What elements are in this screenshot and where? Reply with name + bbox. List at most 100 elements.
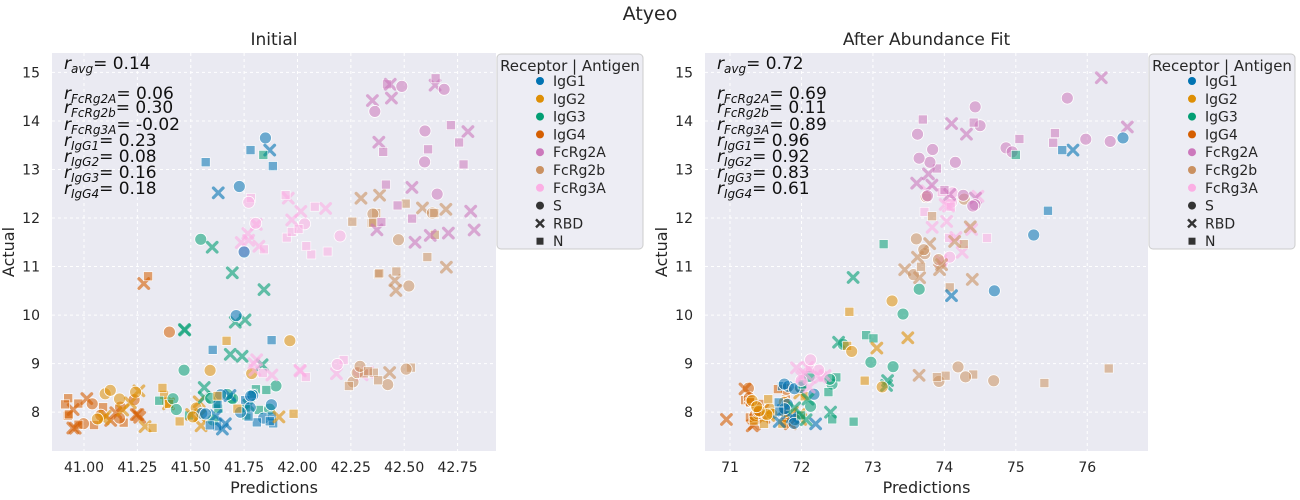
data-point bbox=[248, 363, 262, 377]
legend-item: FcRg3A bbox=[1205, 181, 1258, 197]
data-point bbox=[281, 232, 292, 243]
data-point bbox=[790, 361, 803, 375]
y-axis-label: Actual bbox=[652, 227, 671, 277]
data-point bbox=[965, 273, 979, 286]
data-point bbox=[951, 360, 965, 374]
data-point bbox=[963, 220, 977, 234]
data-point bbox=[223, 389, 237, 402]
data-point bbox=[870, 341, 884, 355]
legend-marker bbox=[536, 148, 544, 157]
data-point bbox=[237, 245, 251, 259]
x-tick-label: 71 bbox=[721, 460, 739, 476]
legend-marker bbox=[536, 166, 544, 174]
data-point bbox=[143, 271, 153, 282]
data-point bbox=[272, 410, 286, 424]
legend-marker bbox=[536, 77, 544, 85]
legend-marker bbox=[536, 201, 544, 210]
data-point bbox=[878, 239, 889, 249]
data-point bbox=[774, 406, 785, 417]
data-point bbox=[418, 155, 432, 169]
data-point bbox=[859, 375, 870, 386]
data-point bbox=[832, 335, 845, 349]
data-point bbox=[221, 335, 232, 346]
legend-marker bbox=[1187, 218, 1197, 229]
data-point bbox=[381, 378, 395, 391]
data-point bbox=[738, 382, 752, 396]
data-point bbox=[264, 398, 278, 412]
data-point bbox=[909, 232, 923, 246]
data-point bbox=[383, 366, 397, 379]
data-point bbox=[422, 252, 433, 262]
data-point bbox=[939, 185, 950, 195]
data-point bbox=[280, 190, 291, 200]
data-point bbox=[429, 208, 440, 218]
data-point bbox=[845, 345, 859, 358]
legend-marker bbox=[1188, 183, 1196, 192]
data-point bbox=[402, 279, 416, 293]
data-point bbox=[245, 145, 256, 155]
data-point bbox=[439, 260, 453, 274]
legend-item: N bbox=[553, 234, 563, 250]
data-point bbox=[987, 284, 1001, 298]
data-point bbox=[166, 392, 180, 406]
data-point bbox=[787, 416, 801, 430]
legend-item: FcRg2A bbox=[553, 145, 606, 161]
x-tick-label: 73 bbox=[864, 460, 882, 476]
data-point bbox=[197, 381, 211, 394]
legend-item: IgG2 bbox=[553, 92, 586, 108]
data-point bbox=[204, 420, 215, 431]
data-point bbox=[1060, 91, 1074, 105]
data-point bbox=[347, 216, 358, 227]
x-tick-label: 42.00 bbox=[277, 460, 317, 476]
data-point bbox=[283, 334, 297, 348]
data-point bbox=[948, 155, 962, 169]
data-point bbox=[461, 125, 475, 139]
data-point bbox=[388, 274, 402, 287]
data-point bbox=[400, 198, 411, 209]
data-point bbox=[365, 94, 379, 107]
legend-item: RBD bbox=[553, 216, 583, 232]
data-point bbox=[923, 155, 937, 169]
data-point bbox=[373, 188, 386, 202]
data-point bbox=[154, 395, 165, 406]
data-point bbox=[846, 271, 860, 284]
data-point bbox=[186, 410, 200, 424]
y-tick-label: 11 bbox=[22, 260, 40, 276]
data-point bbox=[935, 258, 948, 272]
data-point bbox=[223, 347, 237, 361]
data-point bbox=[1057, 145, 1068, 155]
data-point bbox=[467, 223, 481, 237]
data-point bbox=[147, 423, 158, 433]
x-tick-label: 72 bbox=[793, 460, 811, 476]
data-point bbox=[911, 250, 924, 264]
data-point bbox=[177, 323, 191, 336]
data-point bbox=[399, 362, 413, 376]
panel-title: After Abundance Fit bbox=[843, 30, 1011, 50]
data-point bbox=[864, 355, 878, 369]
data-point bbox=[1094, 71, 1108, 85]
data-point bbox=[285, 213, 299, 227]
legend-item: FcRg2A bbox=[1205, 145, 1258, 161]
data-point bbox=[203, 363, 217, 377]
data-point bbox=[381, 179, 391, 190]
data-point bbox=[257, 283, 271, 297]
correlation-annotation: rIgG1= 0.96 bbox=[717, 131, 810, 153]
data-point bbox=[249, 216, 263, 230]
figure-suptitle: Atyeo bbox=[623, 3, 678, 25]
data-point bbox=[932, 372, 942, 382]
data-point bbox=[868, 333, 879, 344]
data-point bbox=[799, 413, 813, 427]
data-point bbox=[407, 213, 417, 224]
data-point bbox=[925, 220, 939, 234]
data-point bbox=[66, 403, 80, 416]
correlation-annotation: rIgG3= 0.16 bbox=[64, 163, 157, 185]
data-point bbox=[259, 131, 272, 145]
data-point bbox=[772, 415, 786, 428]
data-point bbox=[391, 266, 402, 277]
data-point bbox=[982, 233, 992, 243]
data-point bbox=[720, 413, 733, 426]
data-point bbox=[383, 77, 397, 91]
data-point bbox=[911, 127, 924, 141]
data-point bbox=[955, 245, 969, 259]
